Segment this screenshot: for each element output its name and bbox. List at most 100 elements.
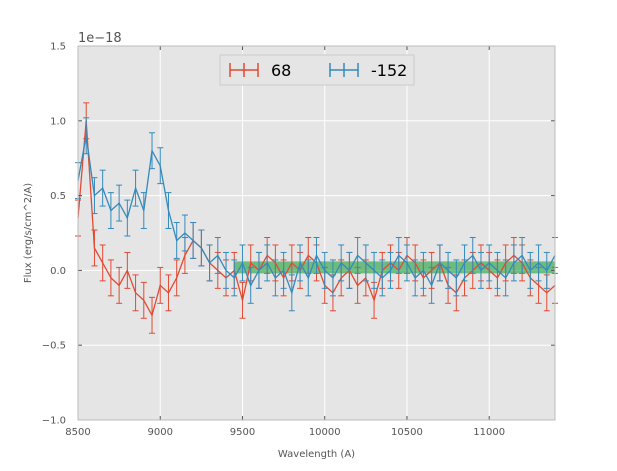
x-axis-label: Wavelength (A) [278, 449, 355, 460]
y-tick-label: 1.5 [50, 42, 66, 53]
data-point-1 [324, 269, 326, 271]
data-point-1 [307, 277, 309, 279]
legend-entry-neg152: -152 [329, 61, 407, 80]
data-point-0 [118, 284, 120, 286]
data-point-0 [134, 292, 137, 294]
data-point-0 [143, 299, 145, 301]
data-point-0 [291, 262, 293, 264]
data-point-0 [184, 254, 186, 257]
data-point-1 [299, 262, 301, 264]
data-point-1 [118, 202, 120, 204]
data-point-0 [373, 299, 375, 301]
data-point-1 [250, 284, 252, 286]
data-point-0 [307, 254, 309, 257]
data-point-1 [398, 254, 400, 257]
data-point-0 [241, 299, 244, 301]
x-tick-label: 10000 [309, 427, 341, 438]
data-point-1 [315, 254, 318, 257]
data-point-0 [537, 284, 540, 286]
data-point-1 [431, 284, 433, 286]
data-point-1 [134, 187, 137, 189]
legend-label-neg152: -152 [371, 61, 407, 80]
data-point-1 [93, 195, 96, 197]
data-point-1 [102, 187, 104, 189]
plot-background [78, 46, 555, 420]
data-point-1 [208, 262, 211, 264]
plot-frame [77, 45, 556, 421]
data-point-1 [505, 277, 507, 279]
data-point-1 [488, 262, 490, 264]
data-point-0 [110, 277, 112, 279]
data-point-1 [348, 269, 350, 271]
data-point-1 [192, 239, 194, 242]
data-point-1 [291, 292, 293, 294]
data-point-1 [126, 217, 128, 219]
data-point-1 [241, 262, 244, 264]
data-point-0 [546, 292, 548, 294]
data-point-0 [102, 262, 104, 264]
data-point-1 [274, 277, 276, 279]
data-point-1 [200, 247, 202, 249]
data-point-1 [381, 277, 383, 279]
x-tick-label: 9500 [230, 427, 255, 438]
data-point-1 [546, 269, 548, 271]
series-layer [75, 102, 558, 334]
data-point-1 [414, 277, 416, 279]
data-point-1 [266, 262, 268, 264]
x-tick-label: 9000 [148, 427, 173, 438]
data-point-1 [513, 262, 515, 264]
data-point-0 [151, 314, 153, 316]
data-point-1 [143, 209, 145, 212]
data-point-1 [159, 165, 161, 167]
x-tick-label: 11000 [473, 427, 505, 438]
data-point-1 [184, 232, 186, 234]
y-tick-label: −1.0 [42, 416, 66, 427]
data-point-1 [332, 277, 334, 279]
data-point-1 [225, 269, 227, 271]
data-point-1 [85, 135, 87, 137]
data-point-1 [217, 254, 219, 257]
legend: 68 -152 [219, 54, 415, 86]
y-tick-label: −0.5 [42, 341, 66, 352]
data-point-1 [447, 269, 449, 271]
data-point-1 [389, 269, 392, 271]
axes: 8500 9000 9500 10000 10500 11000 −1.0 −0.5 0.0 0.… [42, 42, 556, 438]
data-point-1 [373, 269, 375, 271]
data-point-0 [176, 277, 178, 279]
data-point-0 [93, 247, 96, 249]
data-point-1 [258, 269, 260, 271]
data-point-1 [357, 254, 359, 257]
data-point-1 [472, 254, 474, 257]
data-point-0 [126, 269, 128, 271]
data-point-1 [455, 277, 457, 279]
data-point-1 [439, 262, 441, 264]
x-tick-label: 10500 [391, 427, 423, 438]
data-point-1 [422, 269, 425, 271]
data-point-1 [406, 262, 408, 264]
data-point-0 [167, 292, 170, 294]
legend-entry-68: 68 [229, 61, 291, 80]
data-point-1 [167, 209, 170, 212]
data-point-1 [480, 269, 482, 271]
y-axis-label: Flux (erg/s/cm^2/A) [23, 183, 34, 283]
data-point-1 [151, 150, 153, 152]
data-point-1 [463, 262, 466, 264]
data-point-1 [496, 269, 499, 271]
data-point-1 [340, 262, 342, 264]
data-point-0 [250, 262, 252, 264]
data-point-1 [283, 269, 285, 271]
data-point-1 [529, 269, 531, 271]
y-tick-label: 1.0 [50, 116, 66, 127]
data-point-1 [110, 209, 112, 212]
data-point-0 [357, 284, 359, 286]
legend-label-68: 68 [271, 61, 291, 80]
x-tick-label: 8500 [65, 427, 90, 438]
offset-label: 1e−18 [78, 31, 122, 46]
data-point-0 [159, 284, 161, 286]
data-point-1 [537, 262, 540, 264]
data-point-1 [521, 254, 523, 257]
data-point-1 [233, 277, 235, 279]
data-point-1 [176, 239, 178, 242]
